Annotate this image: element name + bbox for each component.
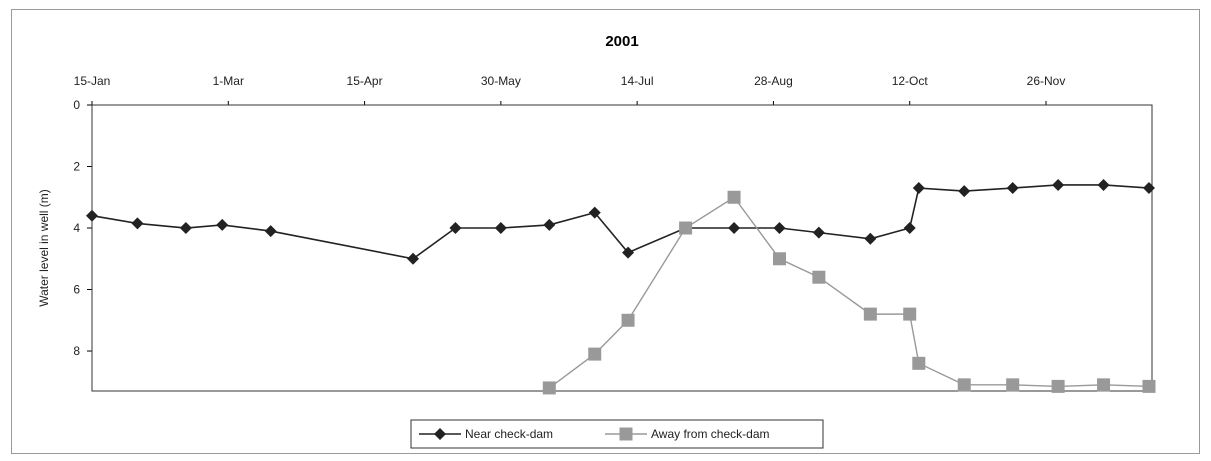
data-point-diamond xyxy=(958,185,971,198)
data-point-diamond xyxy=(864,232,877,245)
data-point-diamond xyxy=(1052,178,1065,191)
y-tick-label: 2 xyxy=(73,160,80,174)
series-line xyxy=(548,196,1149,389)
data-point-square xyxy=(542,381,556,395)
legend-marker-diamond xyxy=(434,428,446,440)
x-tick-label: 12-Oct xyxy=(892,74,929,88)
y-axis-label: Water level in well (m) xyxy=(37,189,51,307)
data-point-diamond xyxy=(264,225,277,238)
y-tick-label: 8 xyxy=(73,344,80,358)
data-point-diamond xyxy=(216,218,229,231)
data-point-square xyxy=(727,190,741,204)
data-point-square xyxy=(1006,378,1020,392)
data-point-diamond xyxy=(494,222,507,235)
data-point-diamond xyxy=(131,217,144,230)
data-point-diamond xyxy=(449,222,462,235)
data-point-diamond xyxy=(912,182,925,195)
legend-marker-square xyxy=(619,427,633,441)
data-point-square xyxy=(772,252,786,266)
series-away-from-check-dam xyxy=(542,190,1156,395)
data-point-square xyxy=(621,313,635,327)
data-point-diamond xyxy=(728,222,741,235)
x-tick-label: 30-May xyxy=(481,74,521,88)
series-near-check-dam xyxy=(86,178,1155,265)
data-point-diamond xyxy=(543,218,556,231)
data-point-diamond xyxy=(773,222,786,235)
plot-area xyxy=(91,104,1153,392)
data-point-diamond xyxy=(86,209,98,222)
y-tick-label: 4 xyxy=(73,221,80,235)
data-point-diamond xyxy=(812,226,825,239)
data-point-square xyxy=(957,378,971,392)
data-point-square xyxy=(1051,379,1065,393)
x-tick-label: 28-Aug xyxy=(754,74,793,88)
data-point-square xyxy=(679,221,693,235)
y-tick-label: 0 xyxy=(73,98,80,112)
x-tick-label: 14-Jul xyxy=(621,74,654,88)
chart-frame: 2001 15-Jan 1-Mar 15-Apr 30-May 14-Jul 28-Aug… xyxy=(11,9,1200,454)
data-point-square xyxy=(1097,378,1111,392)
legend-label-near: Near check-dam xyxy=(465,427,553,441)
data-point-diamond xyxy=(903,222,916,235)
y-axis-ticks: 0 2 4 6 8 xyxy=(73,98,92,358)
data-point-square xyxy=(863,307,877,321)
data-point-square xyxy=(812,270,826,284)
data-point-square xyxy=(912,356,926,370)
y-tick-label: 6 xyxy=(73,283,80,297)
series-line xyxy=(91,184,1150,260)
x-tick-label: 15-Apr xyxy=(347,74,383,88)
chart-svg: 2001 15-Jan 1-Mar 15-Apr 30-May 14-Jul 28-Aug… xyxy=(37,33,1156,449)
x-tick-label: 15-Jan xyxy=(74,74,111,88)
series-group xyxy=(86,178,1156,395)
data-point-diamond xyxy=(1097,178,1110,191)
chart-title: 2001 xyxy=(605,33,638,50)
data-point-square xyxy=(1142,379,1156,393)
x-tick-label: 26-Nov xyxy=(1027,74,1066,88)
data-point-diamond xyxy=(407,252,420,265)
data-point-diamond xyxy=(588,206,601,219)
data-point-diamond xyxy=(622,246,635,259)
data-point-square xyxy=(903,307,917,321)
data-point-diamond xyxy=(179,222,192,235)
x-tick-label: 1-Mar xyxy=(213,74,244,88)
x-axis-ticks: 15-Jan 1-Mar 15-Apr 30-May 14-Jul 28-Aug 12-Oc… xyxy=(74,74,1066,105)
legend-label-away: Away from check-dam xyxy=(651,427,769,441)
data-point-square xyxy=(588,347,602,361)
legend: Near check-dam Away from check-dam xyxy=(410,419,824,449)
data-point-diamond xyxy=(1006,182,1019,195)
data-point-diamond xyxy=(1142,182,1155,195)
